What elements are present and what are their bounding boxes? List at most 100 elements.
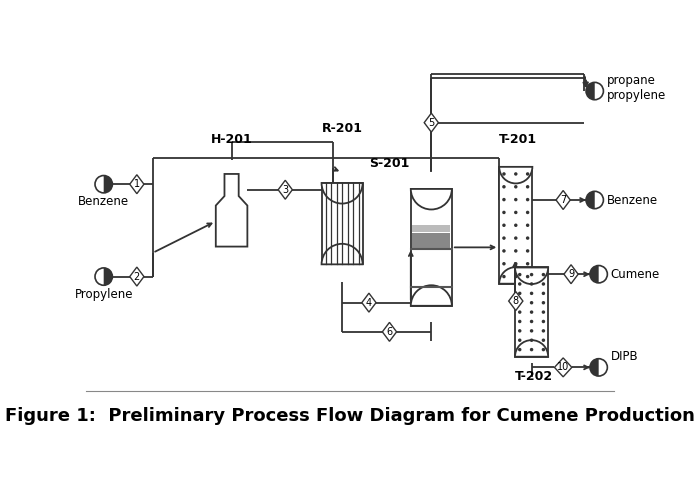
Text: Propylene: Propylene [74, 288, 133, 301]
Polygon shape [362, 293, 376, 312]
Bar [321, 183, 363, 264]
Text: S-201: S-201 [369, 157, 410, 170]
Circle shape [502, 172, 505, 176]
Circle shape [514, 262, 517, 266]
Text: 8: 8 [512, 296, 519, 306]
Polygon shape [216, 174, 247, 246]
Circle shape [530, 292, 533, 295]
Wedge shape [321, 244, 363, 264]
Polygon shape [509, 292, 523, 311]
Circle shape [542, 282, 545, 286]
Circle shape [502, 223, 505, 227]
Wedge shape [515, 268, 548, 284]
Polygon shape [278, 180, 293, 199]
Text: 2: 2 [134, 271, 140, 282]
Bar [411, 189, 452, 306]
Circle shape [530, 301, 533, 304]
Text: 10: 10 [557, 363, 569, 372]
Wedge shape [411, 189, 452, 209]
Polygon shape [556, 191, 570, 209]
Bar [515, 268, 548, 357]
Wedge shape [590, 359, 598, 376]
Text: Benzene: Benzene [607, 194, 658, 206]
Circle shape [514, 185, 517, 189]
Polygon shape [382, 322, 397, 342]
Circle shape [518, 273, 522, 276]
Text: Figure 1:  Preliminary Process Flow Diagram for Cumene Production: Figure 1: Preliminary Process Flow Diagr… [5, 407, 695, 425]
Wedge shape [515, 340, 548, 357]
Circle shape [530, 282, 533, 286]
Circle shape [542, 301, 545, 304]
Circle shape [502, 262, 505, 266]
Circle shape [542, 320, 545, 323]
Text: 5: 5 [428, 118, 435, 127]
Circle shape [542, 339, 545, 342]
Circle shape [502, 198, 505, 201]
Circle shape [526, 172, 529, 176]
Text: 7: 7 [560, 195, 566, 205]
Text: 9: 9 [568, 269, 574, 279]
Circle shape [502, 249, 505, 253]
Polygon shape [554, 358, 572, 377]
Circle shape [514, 172, 517, 176]
Text: 4: 4 [366, 297, 372, 308]
Circle shape [526, 275, 529, 278]
Text: R-201: R-201 [321, 122, 363, 135]
Text: DIPB: DIPB [610, 350, 638, 363]
Circle shape [518, 320, 522, 323]
Text: propane
propylene: propane propylene [607, 74, 666, 102]
Text: 3: 3 [282, 185, 288, 195]
Circle shape [590, 359, 608, 376]
Circle shape [502, 275, 505, 278]
Wedge shape [104, 268, 113, 285]
Text: Benzene: Benzene [78, 195, 130, 208]
Circle shape [514, 223, 517, 227]
Circle shape [502, 211, 505, 214]
Text: T-202: T-202 [515, 370, 553, 383]
Text: 1: 1 [134, 179, 140, 189]
Circle shape [526, 185, 529, 189]
Text: T-201: T-201 [499, 133, 538, 147]
Circle shape [542, 329, 545, 333]
Circle shape [530, 348, 533, 351]
Circle shape [518, 310, 522, 314]
Circle shape [518, 301, 522, 304]
Bar [412, 225, 450, 232]
Circle shape [526, 223, 529, 227]
Circle shape [542, 273, 545, 276]
Circle shape [526, 249, 529, 253]
Circle shape [502, 185, 505, 189]
Wedge shape [586, 191, 595, 209]
Bar [412, 233, 450, 249]
Circle shape [514, 236, 517, 240]
Bar [499, 167, 533, 284]
Circle shape [518, 339, 522, 342]
Circle shape [526, 236, 529, 240]
Polygon shape [130, 267, 144, 286]
Polygon shape [424, 113, 438, 132]
Circle shape [95, 175, 113, 193]
Circle shape [530, 329, 533, 333]
Polygon shape [130, 175, 144, 194]
Circle shape [542, 310, 545, 314]
Circle shape [530, 310, 533, 314]
Wedge shape [321, 183, 363, 203]
Circle shape [518, 348, 522, 351]
Circle shape [95, 268, 113, 285]
Wedge shape [499, 167, 533, 183]
Wedge shape [411, 285, 452, 306]
Polygon shape [564, 265, 578, 284]
Circle shape [526, 211, 529, 214]
Text: 6: 6 [386, 327, 393, 337]
Circle shape [526, 262, 529, 266]
Circle shape [518, 282, 522, 286]
Circle shape [586, 82, 603, 100]
Circle shape [542, 348, 545, 351]
Circle shape [530, 339, 533, 342]
Circle shape [514, 198, 517, 201]
Circle shape [502, 236, 505, 240]
Circle shape [530, 273, 533, 276]
Wedge shape [586, 82, 595, 100]
Wedge shape [590, 266, 598, 283]
Circle shape [514, 275, 517, 278]
